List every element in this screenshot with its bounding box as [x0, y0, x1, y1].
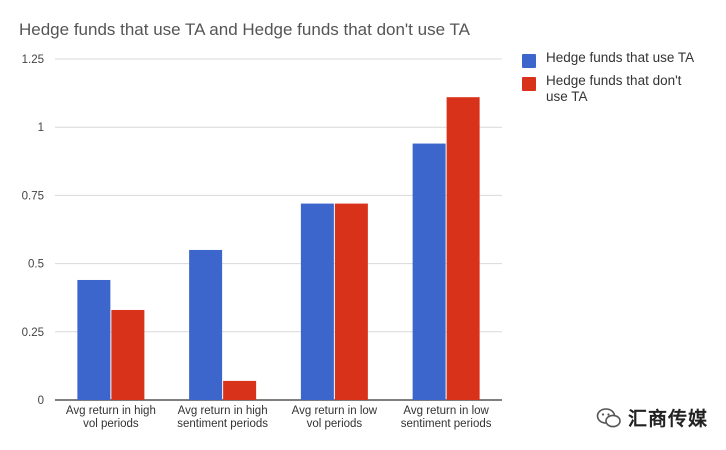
bar-use-ta — [412, 143, 446, 400]
bar-use-ta — [300, 203, 334, 400]
legend-label-no-ta: Hedge funds that don't use TA — [546, 73, 682, 104]
legend-item-no-ta: Hedge funds that don't use TA — [522, 73, 722, 105]
bar-no-ta — [111, 309, 145, 400]
y-tick-label: 1 — [38, 122, 44, 134]
watermark: 汇商传媒 — [596, 404, 708, 431]
y-tick-label: 0.25 — [22, 327, 44, 339]
bar-no-ta — [334, 203, 368, 400]
y-tick-label: 0.75 — [22, 190, 44, 202]
x-tick-label: vol periods — [307, 418, 363, 430]
legend-item-use-ta: Hedge funds that use TA — [522, 50, 722, 68]
x-tick-label: sentiment periods — [177, 418, 268, 430]
legend: Hedge funds that use TA Hedge funds that… — [522, 50, 722, 112]
bar-no-ta — [223, 380, 257, 400]
watermark-text: 汇商传媒 — [628, 409, 709, 430]
bar-use-ta — [77, 279, 111, 400]
wechat-icon — [596, 407, 621, 427]
x-tick-label: Avg return in high — [66, 405, 156, 417]
x-tick-label: Avg return in low — [292, 405, 378, 417]
bar-use-ta — [189, 249, 223, 400]
y-tick-label: 1.25 — [22, 54, 44, 66]
chart-title: Hedge funds that use TA and Hedge funds … — [19, 20, 470, 39]
x-tick-label: sentiment periods — [401, 418, 492, 430]
y-tick-label: 0.5 — [28, 259, 44, 271]
legend-swatch-use-ta — [522, 54, 536, 68]
x-tick-label: Avg return in low — [403, 405, 489, 417]
legend-label-use-ta: Hedge funds that use TA — [546, 50, 695, 65]
x-tick-label: Avg return in high — [178, 405, 268, 417]
y-tick-label: 0 — [38, 395, 44, 407]
bar-no-ta — [446, 97, 480, 400]
legend-swatch-no-ta — [522, 77, 536, 91]
x-tick-label: vol periods — [83, 418, 139, 430]
